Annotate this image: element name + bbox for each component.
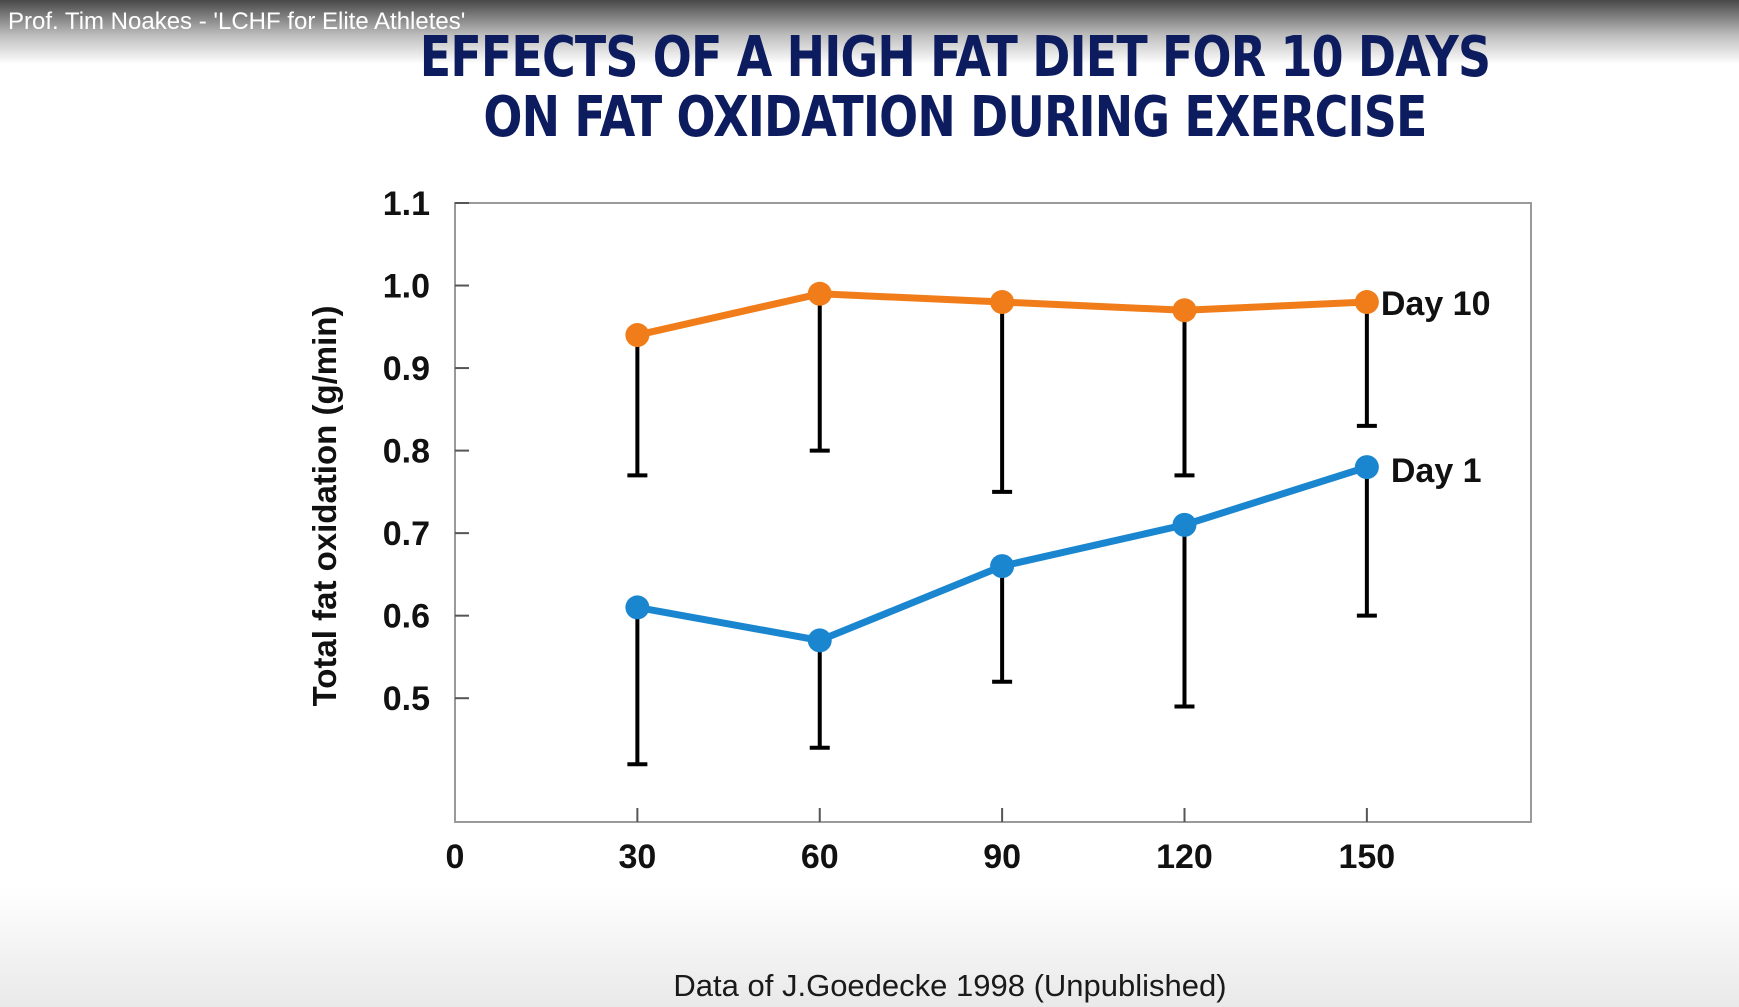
series-label: Day 10 (1381, 285, 1491, 323)
y-tick-label: 1.0 (383, 268, 430, 306)
data-source-caption: Data of J.Goedecke 1998 (Unpublished) (673, 968, 1227, 1003)
y-axis-label: Total fat oxidation (g/min) (306, 306, 343, 707)
y-tick-label: 0.6 (383, 598, 430, 636)
x-tick-label: 60 (801, 838, 839, 876)
y-tick-label: 0.8 (383, 433, 430, 471)
y-tick-label: 0.7 (383, 515, 430, 553)
plot-area-border (454, 202, 1532, 823)
data-point (1172, 298, 1197, 323)
x-tick-label: 120 (1156, 838, 1213, 876)
x-tick-label: 0 (446, 838, 465, 876)
video-title[interactable]: Prof. Tim Noakes - 'LCHF for Elite Athle… (8, 8, 466, 35)
x-tick-label: 90 (983, 838, 1021, 876)
x-tick-label: 150 (1338, 838, 1395, 876)
data-point (625, 595, 650, 620)
data-point (990, 554, 1015, 579)
y-tick-label: 1.1 (383, 185, 430, 223)
data-point (807, 628, 832, 653)
data-point (1354, 290, 1379, 315)
data-point (625, 323, 650, 348)
series-label: Day 1 (1391, 452, 1482, 490)
y-tick-label: 0.5 (383, 680, 430, 718)
data-point (807, 281, 832, 306)
x-tick-label: 30 (618, 838, 656, 876)
data-point (1172, 512, 1197, 537)
data-point (1354, 455, 1379, 480)
y-tick-label: 0.9 (383, 350, 430, 388)
slide-title: EFFECTS OF A HIGH FAT DIET FOR 10 DAYS O… (419, 25, 1491, 150)
data-point (990, 290, 1015, 315)
video-title-overlay (0, 0, 1739, 64)
